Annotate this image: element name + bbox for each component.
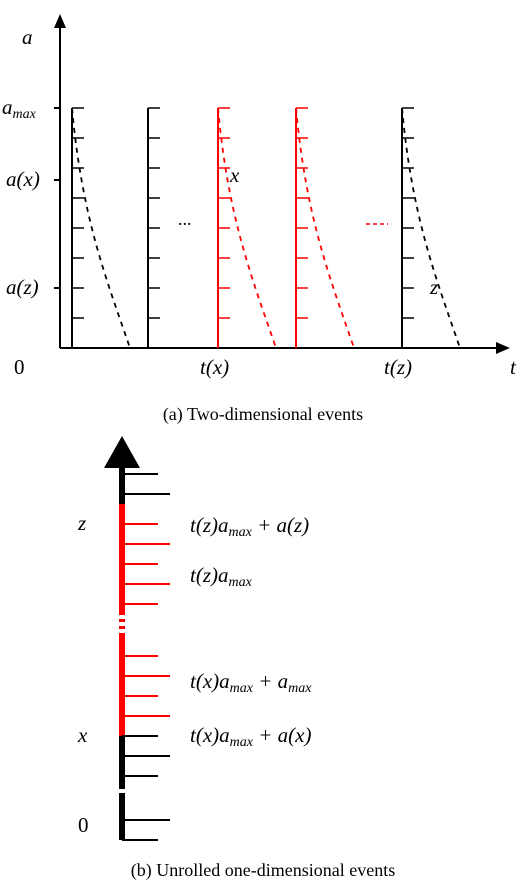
svg-text:x: x bbox=[229, 163, 240, 187]
panel-b-svg: 0 x z t(x)amax + a(x) t(x)amax + amax t(z)ama… bbox=[0, 426, 526, 856]
svg-text:t(z): t(z) bbox=[384, 355, 412, 379]
svg-text:z: z bbox=[429, 275, 438, 299]
svg-text:a(x): a(x) bbox=[6, 167, 40, 191]
svg-text:a: a bbox=[22, 25, 33, 49]
svg-text:a(z): a(z) bbox=[6, 275, 39, 299]
svg-text:t(z)amax: t(z)amax bbox=[190, 563, 253, 590]
svg-text:t(x)amax + amax: t(x)amax + amax bbox=[190, 669, 312, 696]
svg-text:...: ... bbox=[178, 209, 192, 229]
panel-b-caption: (b) Unrolled one-dimensional events bbox=[0, 860, 526, 881]
svg-text:amax: amax bbox=[2, 95, 37, 122]
svg-text:t(z)amax + a(z): t(z)amax + a(z) bbox=[190, 513, 309, 540]
panel-b: 0 x z t(x)amax + a(x) t(x)amax + amax t(z)ama… bbox=[0, 426, 526, 881]
panel-a-svg: ... a amax a(x) a(z) 0 t(x) t(z) t x z bbox=[0, 0, 526, 400]
svg-text:x: x bbox=[77, 723, 88, 747]
panel-a-caption: (a) Two-dimensional events bbox=[0, 404, 526, 425]
svg-text:t: t bbox=[510, 355, 517, 379]
svg-text:0: 0 bbox=[78, 813, 89, 837]
panel-a: ... a amax a(x) a(z) 0 t(x) t(z) t x z (a) Two-dim… bbox=[0, 0, 526, 425]
svg-text:z: z bbox=[77, 511, 86, 535]
svg-text:t(x)amax + a(x): t(x)amax + a(x) bbox=[190, 723, 311, 750]
svg-text:0: 0 bbox=[14, 355, 25, 379]
svg-text:t(x): t(x) bbox=[200, 355, 229, 379]
